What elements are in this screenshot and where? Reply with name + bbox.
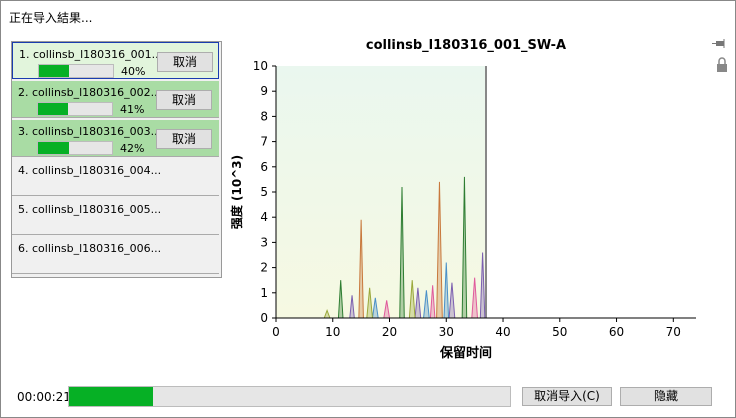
- y-tick-label: 0: [260, 311, 268, 325]
- peak-trace: [276, 277, 486, 319]
- lock-icon[interactable]: [717, 57, 727, 72]
- job-label: 2. collinsb_l180316_002...: [18, 86, 162, 99]
- y-tick-label: 4: [260, 210, 268, 224]
- job-item[interactable]: 1. collinsb_l180316_001... 40% 取消: [12, 42, 219, 79]
- x-tick-label: 20: [382, 325, 397, 339]
- job-progress: [38, 64, 114, 78]
- x-tick-label: 10: [325, 325, 340, 339]
- pin-icon[interactable]: [712, 39, 725, 48]
- job-item[interactable]: 4. collinsb_l180316_004...: [12, 159, 219, 196]
- job-progress: [37, 102, 113, 116]
- job-list: 1. collinsb_l180316_001... 40% 取消 2. collin…: [11, 41, 222, 278]
- job-label: 6. collinsb_l180316_006...: [18, 242, 162, 255]
- chart: collinsb_l180316_001_SW-A 保留时间 强度 (10^3)…: [229, 38, 727, 361]
- y-tick-label: 8: [260, 109, 268, 123]
- y-axis-label: 强度 (10^3): [229, 155, 244, 229]
- y-tick-label: 5: [260, 185, 268, 199]
- job-item[interactable]: 2. collinsb_l180316_002... 41% 取消: [12, 81, 219, 118]
- x-tick-label: 30: [439, 325, 454, 339]
- y-tick-label: 7: [260, 135, 268, 149]
- job-percent: 40%: [121, 65, 146, 78]
- y-tick-label: 10: [253, 59, 268, 73]
- peak-trace: [276, 280, 486, 319]
- chart-title: collinsb_l180316_001_SW-A: [366, 38, 566, 53]
- job-label: 1. collinsb_l180316_001...: [19, 48, 163, 61]
- window-title: 正在导入結果...: [9, 11, 93, 25]
- job-progress: [37, 141, 113, 155]
- job-progress-fill: [38, 103, 69, 115]
- job-percent: 41%: [120, 103, 145, 116]
- hide-button[interactable]: 隐藏: [620, 387, 712, 406]
- peak-trace: [276, 176, 486, 319]
- job-progress-fill: [39, 65, 69, 77]
- job-cancel-button[interactable]: 取消: [156, 129, 212, 149]
- job-label: 4. collinsb_l180316_004...: [18, 164, 162, 177]
- elapsed-time: 00:00:21: [17, 390, 71, 404]
- job-label: 3. collinsb_l180316_003...: [18, 125, 162, 138]
- x-tick-label: 0: [272, 325, 280, 339]
- overall-progress: [68, 386, 511, 407]
- job-cancel-button[interactable]: 取消: [157, 52, 213, 72]
- overall-progress-fill: [69, 387, 153, 406]
- y-tick-label: 3: [260, 235, 268, 249]
- y-tick-label: 2: [260, 261, 268, 275]
- cancel-import-button[interactable]: 取消导入(C): [522, 387, 612, 406]
- job-label: 5. collinsb_l180316_005...: [18, 203, 162, 216]
- x-tick-label: 60: [609, 325, 624, 339]
- y-tick-label: 9: [260, 84, 268, 98]
- x-tick-label: 70: [666, 325, 681, 339]
- x-axis-label: 保留时间: [439, 345, 492, 361]
- x-tick-label: 50: [552, 325, 567, 339]
- x-tick-label: 40: [495, 325, 510, 339]
- job-cancel-button[interactable]: 取消: [156, 90, 212, 110]
- job-progress-fill: [38, 142, 70, 154]
- job-item[interactable]: 5. collinsb_l180316_005...: [12, 198, 219, 235]
- y-tick-label: 1: [260, 286, 268, 300]
- y-tick-label: 6: [260, 160, 268, 174]
- job-item[interactable]: 6. collinsb_l180316_006...: [12, 237, 219, 274]
- processed-region: [276, 66, 486, 318]
- job-percent: 42%: [120, 142, 145, 155]
- peak-trace: [276, 262, 486, 319]
- job-item[interactable]: 3. collinsb_l180316_003... 42% 取消: [12, 120, 219, 157]
